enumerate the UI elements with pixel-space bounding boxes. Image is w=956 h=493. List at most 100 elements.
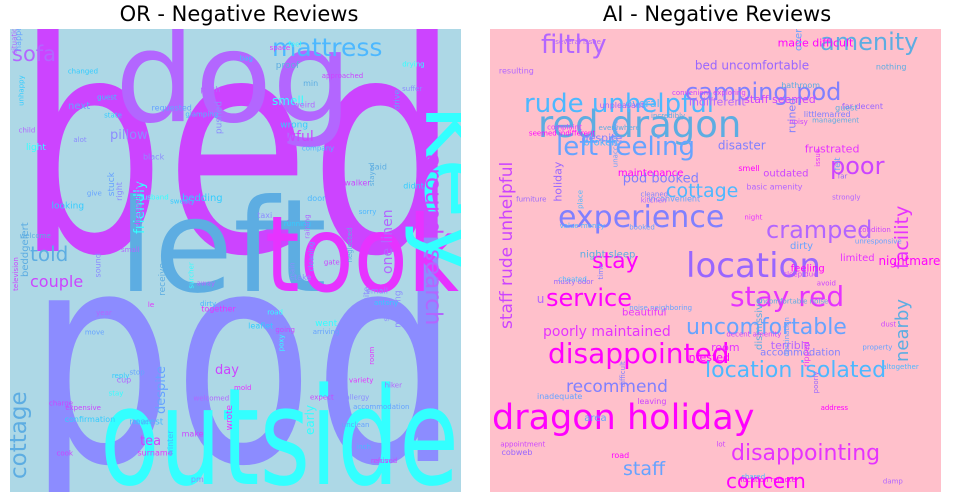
cloud-word: surname: [138, 449, 173, 458]
cloud-word: running: [284, 220, 311, 228]
cloud-word: shared: [741, 473, 765, 481]
cloud-word: leaflet: [248, 322, 273, 331]
cloud-word: leaving: [637, 397, 666, 406]
cloud-word: furniture: [516, 196, 546, 204]
cloud-word: approached: [322, 72, 364, 80]
cloud-word: guest: [97, 93, 117, 101]
cloud-word: morning: [393, 290, 403, 327]
cloud-word: disappointing: [731, 441, 880, 466]
cloud-word: right: [115, 182, 124, 201]
cloud-word: around: [420, 154, 446, 235]
cloud-word: move: [85, 328, 105, 336]
cloud-word: left feeling: [556, 132, 695, 162]
cloud-word: looking: [51, 201, 84, 211]
cloud-word: staff: [623, 458, 666, 480]
cloud-word: le: [148, 301, 154, 309]
cloud-word: confirmation: [65, 415, 116, 424]
cloud-word: welcomed: [193, 395, 229, 403]
cloud-word: make: [182, 429, 204, 438]
cloud-word: drive: [393, 90, 402, 110]
cloud-word: sound: [93, 253, 102, 277]
cloud-word: search: [420, 249, 446, 325]
cloud-word: alot: [73, 136, 87, 144]
cloud-word: lot: [716, 440, 725, 448]
cloud-word: child: [19, 127, 36, 135]
cloud-word: going: [275, 326, 295, 334]
left-chart-title: OR - Negative Reviews: [119, 2, 359, 26]
cloud-word: site: [362, 287, 371, 302]
cloud-word: recommend: [566, 377, 668, 397]
cloud-word: antony: [374, 299, 398, 307]
cloud-word: disappointing: [134, 180, 142, 227]
cloud-word: key: [402, 104, 461, 277]
cloud-word: feel: [288, 40, 301, 48]
cloud-word: overcrowded: [793, 29, 804, 51]
cloud-word: husband: [139, 193, 169, 201]
cloud-word: kitchen: [641, 197, 667, 205]
cloud-word: refused: [371, 457, 397, 465]
cloud-word: uncomfortable noise: [756, 297, 828, 305]
cloud-word: dirty: [790, 241, 813, 252]
cloud-word: location: [686, 246, 821, 286]
cloud-word: red dragon: [538, 103, 741, 146]
cloud-word: damp: [883, 478, 904, 486]
cloud-word: sweaty: [170, 197, 195, 205]
cloud-word: property: [862, 343, 892, 351]
cloud-word: appointment: [500, 440, 545, 448]
cloud-word: issue: [814, 149, 822, 167]
cloud-word: smell: [738, 164, 759, 173]
cloud-word: pitch: [200, 85, 220, 94]
cloud-word: avoid: [817, 279, 836, 287]
cloud-word: u: [537, 292, 545, 306]
cloud-word: road: [611, 451, 629, 460]
right-chart-title: AI - Negative Reviews: [602, 2, 832, 26]
cloud-word: cleaned: [641, 191, 669, 199]
cloud-word: staff rude unhelpful: [497, 162, 517, 329]
cloud-word: door: [307, 194, 326, 203]
cloud-word: year: [96, 309, 112, 317]
cloud-word: pillow: [110, 128, 148, 143]
cloud-word: neglected: [346, 228, 354, 263]
cloud-word: booked: [629, 224, 655, 232]
cloud-word: together: [201, 305, 236, 314]
cloud-word: made difficult: [778, 36, 854, 49]
cloud-word: mold: [234, 384, 252, 392]
cloud-word: bathroom: [781, 81, 820, 90]
cloud-word: dog: [115, 29, 352, 151]
cloud-word: ruined: [785, 98, 798, 133]
cloud-word: happen: [14, 29, 23, 51]
cloud-word: far: [838, 173, 848, 181]
cloud-word: location remote: [741, 476, 796, 484]
cloud-word: pod: [28, 189, 459, 492]
cloud-word: expensive: [65, 404, 101, 412]
cloud-word: tea: [140, 434, 161, 449]
cloud-word: everywhere: [599, 124, 640, 132]
cloud-word: unresponsive: [855, 237, 902, 245]
cloud-word: variety: [349, 376, 373, 384]
cloud-word: place: [576, 190, 584, 209]
cloud-word: road: [267, 308, 283, 316]
cloud-word: inconvenient: [648, 195, 700, 204]
cloud-word: camping pod: [685, 78, 841, 106]
cloud-word: state: [104, 112, 122, 120]
cloud-word: strongly: [832, 193, 860, 201]
cloud-word: took: [265, 194, 459, 316]
cloud-word: raining: [303, 214, 311, 238]
cloud-word: outside: [100, 359, 459, 492]
cloud-word: feeling: [791, 264, 825, 275]
cloud-word: proof: [276, 61, 300, 71]
cloud-word: altogether: [882, 363, 918, 371]
cloud-word: ripped: [802, 341, 811, 367]
cloud-word: gate: [324, 259, 340, 267]
cloud-word: cottage: [10, 391, 32, 479]
cloud-word: sofa: [12, 42, 56, 66]
cloud-word: service: [546, 284, 632, 312]
cloud-word: despite: [582, 131, 623, 144]
cloud-word: couple: [30, 272, 83, 291]
cloud-word: address: [821, 404, 849, 412]
cloud-word: night: [744, 213, 762, 221]
cloud-word: reply: [112, 372, 130, 380]
cloud-word: small: [121, 246, 140, 254]
cloud-word: cup: [117, 376, 132, 385]
